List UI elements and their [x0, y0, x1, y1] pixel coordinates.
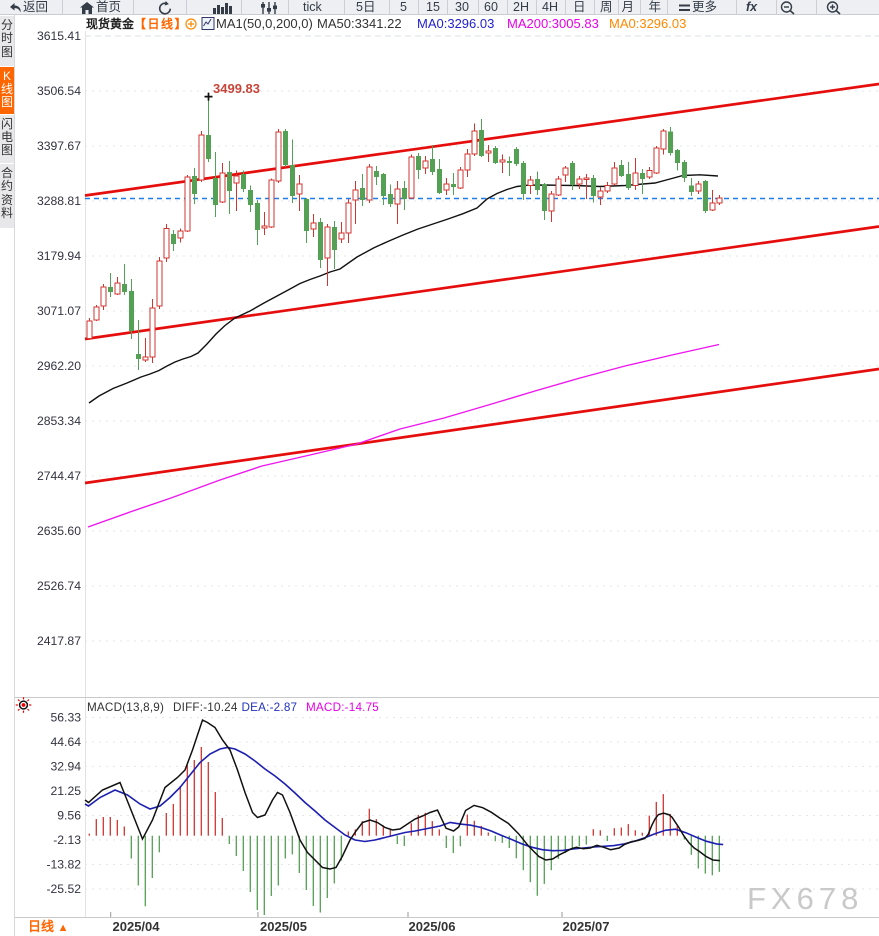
svg-text:3071.07: 3071.07	[37, 304, 81, 318]
svg-text:-13.82: -13.82	[46, 858, 81, 872]
svg-text:2635.60: 2635.60	[37, 524, 81, 538]
svg-text:-25.52: -25.52	[46, 882, 81, 896]
svg-text:3615.41: 3615.41	[37, 29, 81, 43]
svg-text:2962.20: 2962.20	[37, 359, 81, 373]
svg-text:FX678: FX678	[747, 881, 863, 916]
svg-text:2744.47: 2744.47	[37, 469, 81, 483]
svg-text:2025/05: 2025/05	[260, 919, 307, 934]
svg-text:44.64: 44.64	[51, 735, 82, 749]
svg-text:日线 ▲: 日线 ▲	[28, 919, 69, 934]
svg-text:-2.13: -2.13	[53, 833, 81, 847]
svg-text:32.94: 32.94	[51, 760, 82, 774]
svg-text:3397.67: 3397.67	[37, 139, 81, 153]
svg-text:2025/06: 2025/06	[409, 919, 456, 934]
svg-text:2417.87: 2417.87	[37, 634, 81, 648]
svg-text:2853.34: 2853.34	[37, 414, 81, 428]
svg-text:2025/04: 2025/04	[113, 919, 161, 934]
svg-text:2526.74: 2526.74	[37, 579, 81, 593]
svg-text:3179.94: 3179.94	[37, 249, 81, 263]
svg-text:2025/07: 2025/07	[563, 919, 610, 934]
svg-text:21.25: 21.25	[51, 784, 82, 798]
svg-text:56.33: 56.33	[51, 711, 82, 725]
svg-text:3499.83: 3499.83	[213, 81, 260, 96]
svg-text:3288.81: 3288.81	[37, 194, 81, 208]
svg-text:现货黄金【日线】: 现货黄金【日线】	[86, 16, 188, 31]
svg-text:3506.54: 3506.54	[37, 84, 81, 98]
svg-text:9.56: 9.56	[57, 809, 81, 823]
